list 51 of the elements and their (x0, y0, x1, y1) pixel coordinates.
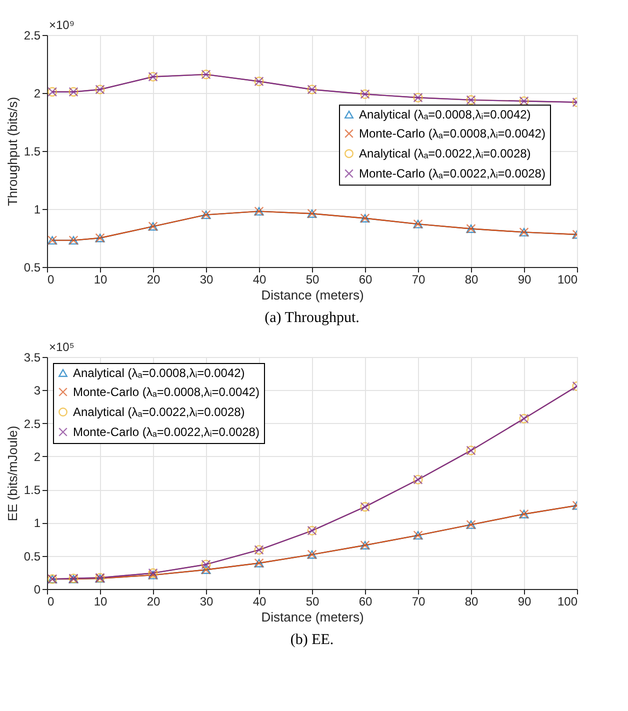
x-tick-label: 30 (200, 272, 214, 286)
legend-label: Monte-Carlo (λₐ=0.0008,λᵢ=0.0042) (73, 385, 260, 399)
legend-label: Analytical (λₐ=0.0008,λᵢ=0.0042) (73, 366, 245, 380)
y-tick-label: 0.5 (24, 260, 41, 274)
y-tick-label: 1 (34, 202, 41, 216)
x-tick-label: 50 (306, 272, 320, 286)
text: (b) EE. (290, 632, 334, 648)
y-tick-label: 1.5 (24, 483, 41, 498)
y-axis-title: EE (bits/mJoule) (4, 426, 20, 522)
x-tick-label: 10 (94, 272, 108, 286)
text: ×10⁹ (49, 18, 74, 32)
x-tick-label: 50 (306, 594, 320, 608)
legend-label: Analytical (λₐ=0.0008,λᵢ=0.0042) (359, 108, 531, 122)
x-tick-label: 20 (146, 272, 160, 286)
y-tick-label: 2.5 (24, 416, 41, 431)
legend-label: Monte-Carlo (λₐ=0.0022,λᵢ=0.0028) (359, 166, 546, 181)
text: ×10⁵ (49, 340, 74, 354)
legend-label: Analytical (λₐ=0.0022,λᵢ=0.0028) (359, 146, 531, 161)
legend-label: Monte-Carlo (λₐ=0.0022,λᵢ=0.0028) (73, 425, 260, 439)
y-tick-label: 3 (34, 384, 41, 398)
text: (a) Throughput. (264, 310, 360, 326)
y-tick-label: 2 (34, 86, 41, 100)
x-tick-label: 60 (358, 272, 372, 286)
y-tick-label: 2 (34, 450, 41, 464)
x-tick-label: 20 (146, 594, 160, 608)
x-tick-label: 90 (518, 272, 532, 286)
y-tick-label: 3.5 (24, 350, 41, 364)
legend-label: Monte-Carlo (λₐ=0.0008,λᵢ=0.0042) (359, 126, 546, 141)
x-tick-label: 40 (252, 594, 266, 608)
x-tick-label: 30 (200, 594, 214, 608)
x-tick-label: 80 (464, 272, 478, 286)
y-tick-label: 0 (34, 582, 41, 596)
y-axis-title: Throughput (bits/s) (4, 96, 20, 206)
x-axis-title: Distance (meters) (261, 288, 364, 302)
x-tick-label: 70 (412, 594, 426, 608)
x-tick-label: 100 (557, 272, 578, 286)
x-axis-title: Distance (meters) (261, 610, 364, 624)
legend-label: Analytical (λₐ=0.0022,λᵢ=0.0028) (73, 405, 245, 419)
x-tick-label: 40 (252, 272, 266, 286)
x-tick-label: 0 (48, 594, 54, 608)
y-tick-label: 1 (34, 516, 41, 530)
y-tick-label: 1.5 (24, 144, 41, 158)
y-tick-label: 0.5 (24, 549, 41, 564)
x-tick-label: 10 (94, 594, 108, 608)
x-tick-label: 80 (464, 594, 478, 608)
x-tick-label: 60 (358, 594, 372, 608)
x-tick-label: 90 (518, 594, 532, 608)
y-tick-label: 2.5 (24, 28, 41, 42)
x-tick-label: 70 (412, 272, 426, 286)
x-tick-label: 100 (557, 594, 578, 608)
x-tick-label: 0 (48, 272, 54, 286)
